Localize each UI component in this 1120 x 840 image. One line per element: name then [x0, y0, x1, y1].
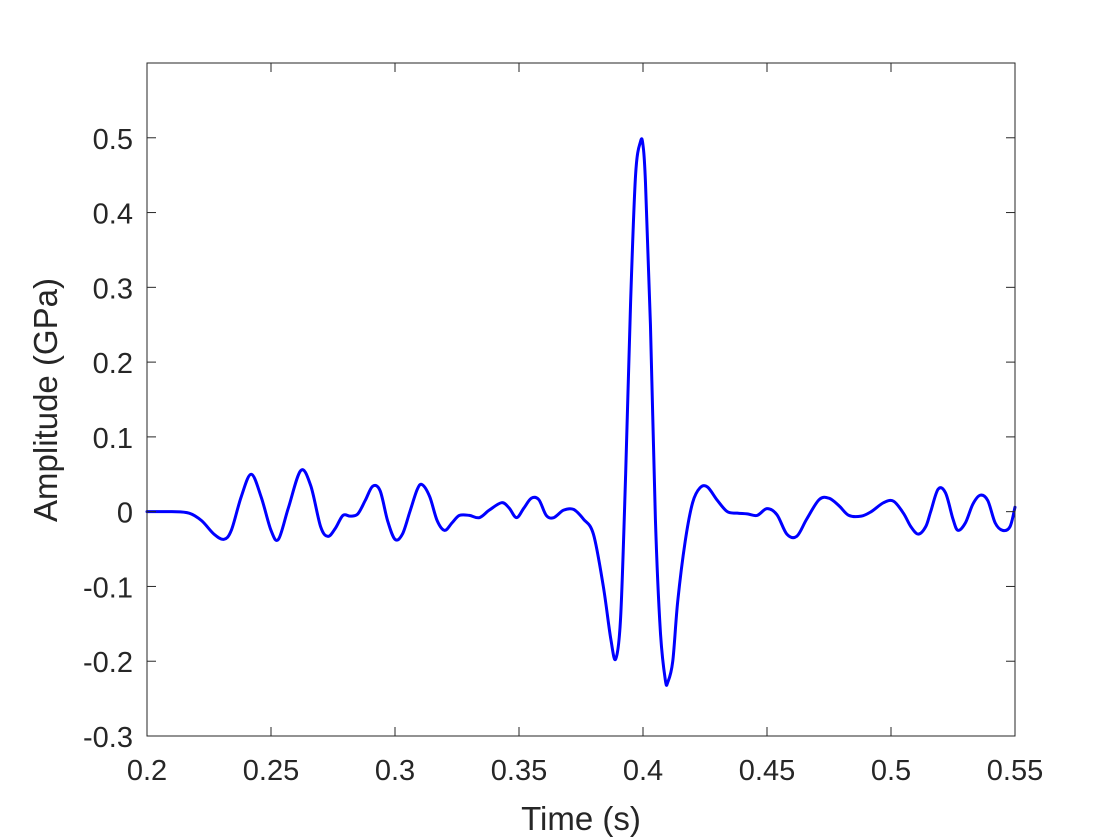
x-tick-label: 0.4 [623, 755, 663, 787]
x-tick-label: 0.25 [243, 755, 299, 787]
x-tick-label: 0.2 [127, 755, 167, 787]
x-tick-label: 0.55 [987, 755, 1043, 787]
y-tick-label: 0.5 [93, 124, 133, 156]
tick-layer: 0.2 0.25 0.3 0.35 0.4 0.45 0.5 0.55 -0.3 -0.2 -0.1… [83, 63, 1043, 787]
y-tick-label: -0.1 [83, 572, 133, 604]
y-tick-label: -0.2 [83, 647, 133, 679]
x-tick-label: 0.3 [375, 755, 415, 787]
y-tick-label: 0.4 [93, 199, 133, 231]
y-tick-label: 0.2 [93, 348, 133, 380]
y-tick-label: 0 [117, 498, 133, 530]
y-axis-label: Amplitude (GPa) [27, 278, 64, 522]
series-line [145, 137, 1017, 687]
y-tick-label: 0.3 [93, 273, 133, 305]
x-tick-label: 0.45 [739, 755, 795, 787]
x-tick-label: 0.35 [491, 755, 547, 787]
y-tick-label: -0.3 [83, 722, 133, 754]
axes-box [146, 62, 1016, 737]
y-tick-label: 0.1 [93, 423, 133, 455]
x-axis-label: Time (s) [521, 800, 641, 837]
series-layer [145, 137, 1017, 687]
plot-area [147, 63, 1015, 736]
x-tick-label: 0.5 [871, 755, 911, 787]
